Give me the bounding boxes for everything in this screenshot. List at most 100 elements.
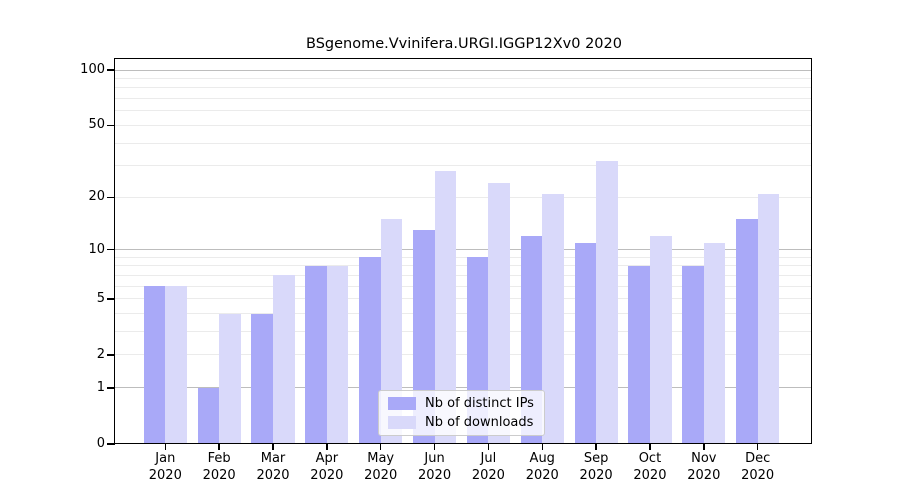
x-axis-label: Jan 2020 bbox=[137, 450, 193, 484]
x-axis-label-year: 2020 bbox=[579, 468, 613, 483]
x-axis-tick bbox=[379, 444, 382, 450]
x-axis-tick bbox=[595, 444, 597, 450]
gridline-minor bbox=[115, 274, 812, 276]
gridline-minor bbox=[115, 256, 812, 258]
x-axis-label-month: Feb bbox=[207, 451, 231, 466]
bar-downloads-nov bbox=[703, 242, 726, 444]
bar-downloads-dec bbox=[757, 193, 780, 444]
x-axis-label: Nov 2020 bbox=[676, 450, 732, 484]
x-axis-label-year: 2020 bbox=[741, 468, 775, 483]
x-axis-label: Sep 2020 bbox=[568, 450, 624, 484]
x-axis-label: May 2020 bbox=[353, 450, 409, 484]
y-axis-tick bbox=[107, 443, 115, 445]
bar-downloads-jun bbox=[434, 171, 457, 444]
gridline-major bbox=[115, 387, 812, 389]
gridline-minor bbox=[115, 124, 812, 126]
x-axis-label: Dec 2020 bbox=[730, 450, 786, 484]
legend-label-downloads: Nb of downloads bbox=[425, 414, 534, 430]
x-axis-tick bbox=[756, 444, 759, 450]
bar-downloads-apr bbox=[326, 265, 349, 444]
gridline-minor bbox=[115, 165, 812, 167]
gridline-minor bbox=[115, 298, 812, 300]
y-axis-label: 0 bbox=[96, 436, 105, 451]
y-axis-tick bbox=[107, 387, 115, 389]
x-axis-tick bbox=[487, 444, 490, 450]
x-axis-tick bbox=[703, 444, 705, 450]
y-axis-tick bbox=[107, 124, 115, 127]
x-axis-label: Jun 2020 bbox=[407, 450, 463, 484]
y-axis-label: 100 bbox=[80, 62, 105, 77]
x-axis-label-month: Jun bbox=[424, 451, 445, 466]
bar-downloads-jan bbox=[165, 286, 187, 444]
bar-distinct-ips-jan bbox=[143, 286, 166, 444]
bar-distinct-ips-feb bbox=[197, 387, 220, 444]
bar-distinct-ips-mar bbox=[251, 313, 273, 444]
gridline-minor bbox=[115, 331, 812, 333]
x-axis-label-month: Jan bbox=[155, 451, 176, 466]
gridline-major bbox=[115, 69, 812, 71]
bar-distinct-ips-dec bbox=[736, 219, 758, 444]
bar-downloads-aug bbox=[542, 193, 564, 444]
bar-downloads-sep bbox=[596, 160, 618, 444]
x-axis-label-year: 2020 bbox=[364, 468, 398, 483]
x-axis-label-month: Oct bbox=[638, 451, 662, 466]
bar-distinct-ips-apr bbox=[305, 265, 327, 444]
x-axis-label: Oct 2020 bbox=[622, 450, 678, 484]
gridline-minor bbox=[115, 313, 812, 315]
legend-row-downloads: Nb of downloads bbox=[388, 415, 535, 430]
legend-swatch-distinct-ips bbox=[388, 397, 416, 411]
y-axis-label: 10 bbox=[88, 241, 105, 257]
x-axis-label-year: 2020 bbox=[471, 468, 505, 483]
y-axis-label: 50 bbox=[88, 117, 105, 133]
gridline-minor bbox=[115, 110, 812, 112]
x-axis-label-month: May bbox=[367, 451, 395, 466]
y-axis-tick bbox=[107, 354, 115, 356]
x-axis-label-year: 2020 bbox=[418, 468, 452, 483]
x-axis-label-year: 2020 bbox=[310, 468, 344, 483]
x-axis-label-month: Aug bbox=[529, 451, 555, 466]
gridline-minor bbox=[115, 265, 812, 267]
gridline-minor bbox=[115, 354, 812, 356]
y-axis-tick bbox=[107, 298, 115, 300]
x-axis-tick bbox=[326, 444, 328, 450]
bar-downloads-jul bbox=[488, 183, 510, 444]
bar-distinct-ips-oct bbox=[628, 265, 650, 444]
legend-swatch-downloads bbox=[388, 415, 416, 429]
x-axis-label-month: Nov bbox=[691, 451, 717, 466]
bar-distinct-ips-sep bbox=[574, 242, 597, 444]
bar-downloads-feb bbox=[219, 313, 241, 444]
y-axis-tick bbox=[107, 248, 115, 251]
legend-row-distinct-ips: Nb of distinct IPs bbox=[388, 396, 535, 411]
x-axis-label-year: 2020 bbox=[148, 468, 182, 483]
legend-label-distinct-ips: Nb of distinct IPs bbox=[425, 396, 534, 412]
x-axis-tick bbox=[649, 444, 651, 450]
x-axis-label-year: 2020 bbox=[256, 468, 290, 483]
x-axis-label: Mar 2020 bbox=[245, 450, 301, 484]
bar-distinct-ips-may bbox=[359, 257, 381, 444]
y-axis-label: 5 bbox=[96, 290, 105, 306]
gridline-major bbox=[115, 249, 812, 251]
x-axis-label-year: 2020 bbox=[202, 468, 236, 483]
legend: Nb of distinct IPs Nb of downloads bbox=[378, 390, 545, 436]
x-axis-label: Feb 2020 bbox=[191, 450, 247, 484]
y-axis-label: 2 bbox=[96, 346, 105, 362]
gridline-minor bbox=[115, 77, 812, 79]
gridline-minor bbox=[115, 87, 812, 89]
y-axis-tick bbox=[107, 69, 115, 71]
y-axis-label: 1 bbox=[96, 379, 105, 395]
x-axis-label: Aug 2020 bbox=[514, 450, 570, 484]
bar-downloads-oct bbox=[649, 236, 672, 444]
y-axis-tick bbox=[107, 196, 115, 199]
gridline-minor bbox=[115, 142, 812, 144]
chart-title: BSgenome.Vvinifera.URGI.IGGP12Xv0 2020 bbox=[306, 36, 622, 52]
x-axis-label: Apr 2020 bbox=[299, 450, 355, 484]
x-axis-label: Jul 2020 bbox=[460, 450, 516, 484]
x-axis-label-month: Dec bbox=[745, 451, 771, 466]
y-axis-label: 20 bbox=[88, 189, 105, 205]
x-axis-label-year: 2020 bbox=[633, 468, 667, 483]
gridline-minor bbox=[115, 98, 812, 100]
x-axis-tick bbox=[164, 444, 167, 450]
gridline-minor bbox=[115, 285, 812, 287]
x-axis-tick bbox=[433, 444, 436, 450]
